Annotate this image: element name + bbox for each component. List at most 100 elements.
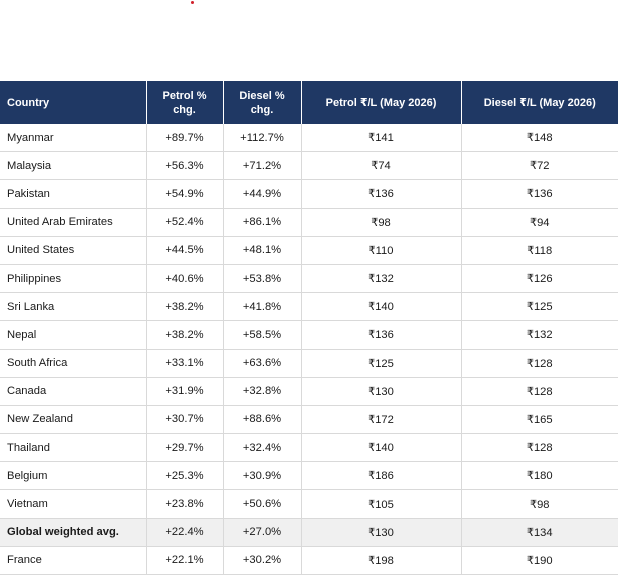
diesel-price-cell: ₹98: [461, 489, 618, 519]
country-cell: Nepal: [0, 320, 147, 350]
petrol-price-cell: ₹141: [301, 124, 462, 153]
diesel-chg-cell: +50.6%: [223, 489, 302, 519]
diesel-price-cell: ₹136: [461, 179, 618, 209]
diesel-chg-cell: +27.0%: [223, 518, 302, 547]
header-diesel-price: Diesel ₹/L (May 2026): [461, 81, 618, 124]
table-row: United States +44.5% +48.1% ₹110 ₹118: [0, 236, 618, 265]
header-petrol-price: Petrol ₹/L (May 2026): [301, 81, 462, 124]
petrol-chg-cell: +29.7%: [146, 433, 224, 463]
diesel-chg-cell: +58.5%: [223, 320, 302, 350]
country-cell: South Africa: [0, 349, 147, 378]
table-row: Nepal +38.2% +58.5% ₹136 ₹132: [0, 320, 618, 350]
table-row: Canada +31.9% +32.8% ₹130 ₹128: [0, 377, 618, 406]
table-row: United Arab Emirates +52.4% +86.1% ₹98 ₹94: [0, 208, 618, 237]
diesel-chg-cell: +88.6%: [223, 405, 302, 435]
diesel-price-cell: ₹94: [461, 208, 618, 237]
diesel-chg-cell: +86.1%: [223, 208, 302, 237]
petrol-price-cell: ₹130: [301, 518, 462, 547]
petrol-chg-cell: +33.1%: [146, 349, 224, 378]
diesel-price-cell: ₹165: [461, 405, 618, 435]
diesel-price-cell: ₹128: [461, 377, 618, 406]
diesel-price-cell: ₹126: [461, 264, 618, 294]
table-row: Malaysia +56.3% +71.2% ₹74 ₹72: [0, 151, 618, 181]
diesel-price-cell: ₹148: [461, 124, 618, 153]
petrol-price-cell: ₹198: [301, 546, 462, 576]
table-row: Myanmar +89.7% +112.7% ₹141 ₹148: [0, 124, 618, 153]
country-cell: Global weighted avg.: [0, 518, 147, 547]
country-cell: Myanmar: [0, 124, 147, 153]
fuel-price-table: Country Petrol % chg. Diesel % chg. Petr…: [0, 81, 618, 576]
petrol-price-cell: ₹140: [301, 292, 462, 322]
table-row: Belgium +25.3% +30.9% ₹186 ₹180: [0, 461, 618, 491]
diesel-price-cell: ₹180: [461, 461, 618, 491]
diesel-chg-cell: +71.2%: [223, 151, 302, 181]
diesel-chg-cell: +48.1%: [223, 236, 302, 265]
header-petrol-chg: Petrol % chg.: [146, 81, 224, 124]
table-header-row: Country Petrol % chg. Diesel % chg. Petr…: [0, 81, 618, 124]
petrol-price-cell: ₹136: [301, 179, 462, 209]
table-row: Thailand +29.7% +32.4% ₹140 ₹128: [0, 433, 618, 463]
country-cell: New Zealand: [0, 405, 147, 435]
table-row: France +22.1% +30.2% ₹198 ₹190: [0, 546, 618, 576]
diesel-chg-cell: +41.8%: [223, 292, 302, 322]
table-row: New Zealand +30.7% +88.6% ₹172 ₹165: [0, 405, 618, 435]
petrol-chg-cell: +23.8%: [146, 489, 224, 519]
diesel-chg-cell: +53.8%: [223, 264, 302, 294]
petrol-chg-cell: +22.4%: [146, 518, 224, 547]
diesel-price-cell: ₹190: [461, 546, 618, 576]
table-row: Sri Lanka +38.2% +41.8% ₹140 ₹125: [0, 292, 618, 322]
country-cell: United Arab Emirates: [0, 208, 147, 237]
table-row: Philippines +40.6% +53.8% ₹132 ₹126: [0, 264, 618, 294]
petrol-chg-cell: +40.6%: [146, 264, 224, 294]
petrol-price-cell: ₹172: [301, 405, 462, 435]
diesel-price-cell: ₹128: [461, 349, 618, 378]
country-cell: France: [0, 546, 147, 576]
petrol-chg-cell: +52.4%: [146, 208, 224, 237]
petrol-price-cell: ₹105: [301, 489, 462, 519]
diesel-chg-cell: +63.6%: [223, 349, 302, 378]
petrol-chg-cell: +54.9%: [146, 179, 224, 209]
diesel-chg-cell: +112.7%: [223, 124, 302, 153]
country-cell: Vietnam: [0, 489, 147, 519]
country-cell: Sri Lanka: [0, 292, 147, 322]
petrol-price-cell: ₹136: [301, 320, 462, 350]
petrol-chg-cell: +25.3%: [146, 461, 224, 491]
red-dot-marker: [191, 1, 194, 4]
table-row: South Africa +33.1% +63.6% ₹125 ₹128: [0, 349, 618, 378]
country-cell: Philippines: [0, 264, 147, 294]
diesel-price-cell: ₹72: [461, 151, 618, 181]
country-cell: Canada: [0, 377, 147, 406]
diesel-chg-cell: +44.9%: [223, 179, 302, 209]
diesel-price-cell: ₹132: [461, 320, 618, 350]
table-row-global-avg: Global weighted avg. +22.4% +27.0% ₹130 ₹134: [0, 518, 618, 547]
petrol-chg-cell: +30.7%: [146, 405, 224, 435]
petrol-price-cell: ₹74: [301, 151, 462, 181]
petrol-price-cell: ₹98: [301, 208, 462, 237]
petrol-chg-cell: +38.2%: [146, 320, 224, 350]
header-diesel-chg: Diesel % chg.: [223, 81, 302, 124]
country-cell: Thailand: [0, 433, 147, 463]
diesel-price-cell: ₹118: [461, 236, 618, 265]
petrol-price-cell: ₹130: [301, 377, 462, 406]
petrol-price-cell: ₹186: [301, 461, 462, 491]
petrol-chg-cell: +38.2%: [146, 292, 224, 322]
petrol-chg-cell: +31.9%: [146, 377, 224, 406]
petrol-price-cell: ₹125: [301, 349, 462, 378]
diesel-price-cell: ₹128: [461, 433, 618, 463]
country-cell: Malaysia: [0, 151, 147, 181]
petrol-chg-cell: +89.7%: [146, 124, 224, 153]
diesel-chg-cell: +30.2%: [223, 546, 302, 576]
table-row: Vietnam +23.8% +50.6% ₹105 ₹98: [0, 489, 618, 519]
diesel-price-cell: ₹134: [461, 518, 618, 547]
petrol-chg-cell: +44.5%: [146, 236, 224, 265]
petrol-price-cell: ₹132: [301, 264, 462, 294]
petrol-chg-cell: +56.3%: [146, 151, 224, 181]
petrol-price-cell: ₹140: [301, 433, 462, 463]
petrol-chg-cell: +22.1%: [146, 546, 224, 576]
petrol-price-cell: ₹110: [301, 236, 462, 265]
header-country: Country: [0, 81, 147, 124]
diesel-chg-cell: +32.8%: [223, 377, 302, 406]
diesel-chg-cell: +32.4%: [223, 433, 302, 463]
table-body: Myanmar +89.7% +112.7% ₹141 ₹148 Malaysia +56.…: [0, 124, 618, 576]
country-cell: Belgium: [0, 461, 147, 491]
